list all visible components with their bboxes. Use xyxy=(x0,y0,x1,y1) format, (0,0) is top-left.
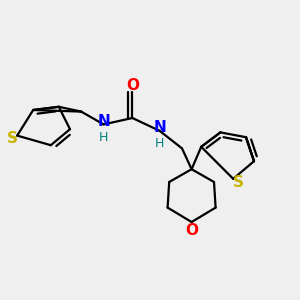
Text: H: H xyxy=(99,131,108,144)
Text: O: O xyxy=(185,224,198,238)
Text: S: S xyxy=(232,175,244,190)
Text: N: N xyxy=(97,114,110,129)
Text: S: S xyxy=(7,131,18,146)
Text: N: N xyxy=(153,120,166,135)
Text: H: H xyxy=(155,137,164,150)
Text: O: O xyxy=(126,78,139,93)
